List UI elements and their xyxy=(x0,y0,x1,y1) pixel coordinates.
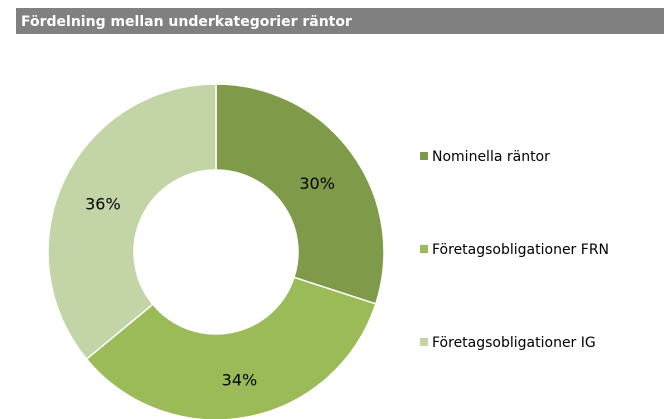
pie-slice xyxy=(47,83,217,361)
legend-swatch xyxy=(420,245,428,253)
legend-swatch xyxy=(420,338,428,346)
legend-swatch xyxy=(420,152,428,160)
pie-slice xyxy=(85,276,377,419)
chart-title: Fördelning mellan underkategorier räntor xyxy=(21,14,352,30)
data-label: 34% xyxy=(222,370,258,389)
title-bar xyxy=(16,8,664,34)
data-label: 36% xyxy=(85,194,121,213)
legend-label: Nominella räntor xyxy=(432,149,550,165)
legend-label: Företagsobligationer FRN xyxy=(432,242,609,258)
pie-slice xyxy=(215,83,385,305)
data-label: 30% xyxy=(299,174,335,193)
legend-label: Företagsobligationer IG xyxy=(432,335,596,351)
